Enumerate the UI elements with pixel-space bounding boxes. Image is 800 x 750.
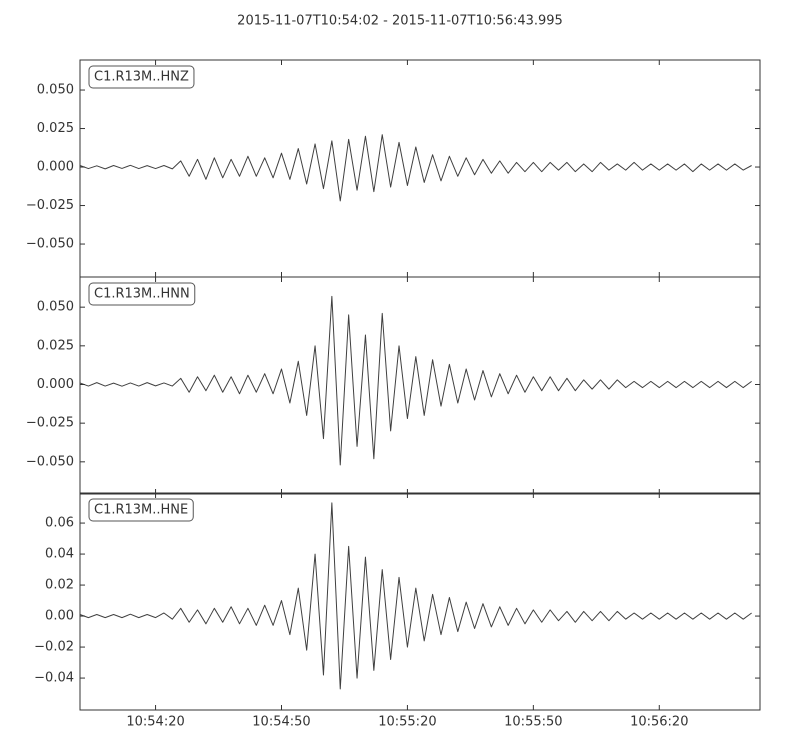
y-tick-label: −0.025 — [26, 198, 74, 213]
y-tick-label: 0.025 — [37, 338, 74, 353]
x-tick-label: 10:56:20 — [630, 715, 688, 730]
y-tick-label: 0.04 — [45, 547, 74, 562]
y-tick-label: 0.00 — [45, 609, 74, 624]
x-tick-label: 10:55:20 — [378, 715, 436, 730]
trace-label: C1.R13M..HNZ — [88, 65, 195, 89]
trace-label-text: C1.R13M..HNE — [94, 503, 188, 518]
trace-label-text: C1.R13M..HNN — [94, 287, 190, 302]
trace-label-box — [88, 498, 194, 522]
plot-frame — [79, 492, 761, 711]
y-tick-label: 0.06 — [45, 516, 74, 531]
trace-label-text: C1.R13M..HNZ — [94, 70, 189, 85]
x-tick-label: 10:55:50 — [504, 715, 562, 730]
figure-title: 2015-11-07T10:54:02 - 2015-11-07T10:56:4… — [237, 14, 563, 29]
plot-frame — [79, 276, 761, 495]
trace-label: C1.R13M..HNN — [88, 282, 196, 306]
y-tick-label: 0.02 — [45, 578, 74, 593]
waveform — [79, 134, 752, 202]
trace-label: C1.R13M..HNE — [88, 498, 194, 522]
waveform — [79, 502, 752, 690]
y-tick-label: 0.000 — [37, 160, 74, 175]
y-tick-label: −0.02 — [34, 640, 74, 655]
trace-label-box — [88, 65, 195, 89]
trace-label-box — [88, 282, 196, 306]
y-tick-label: 0.025 — [37, 121, 74, 136]
y-tick-label: −0.04 — [34, 671, 74, 686]
x-tick-label: 10:54:20 — [126, 715, 184, 730]
y-tick-label: 0.050 — [37, 300, 74, 315]
y-tick-label: −0.050 — [26, 454, 74, 469]
y-tick-label: −0.050 — [26, 237, 74, 252]
y-tick-label: 0.000 — [37, 377, 74, 392]
plot-frame — [79, 59, 761, 278]
x-tick-label: 10:54:50 — [252, 715, 310, 730]
y-tick-label: 0.050 — [37, 83, 74, 98]
waveform — [79, 295, 752, 466]
y-tick-label: −0.025 — [26, 416, 74, 431]
